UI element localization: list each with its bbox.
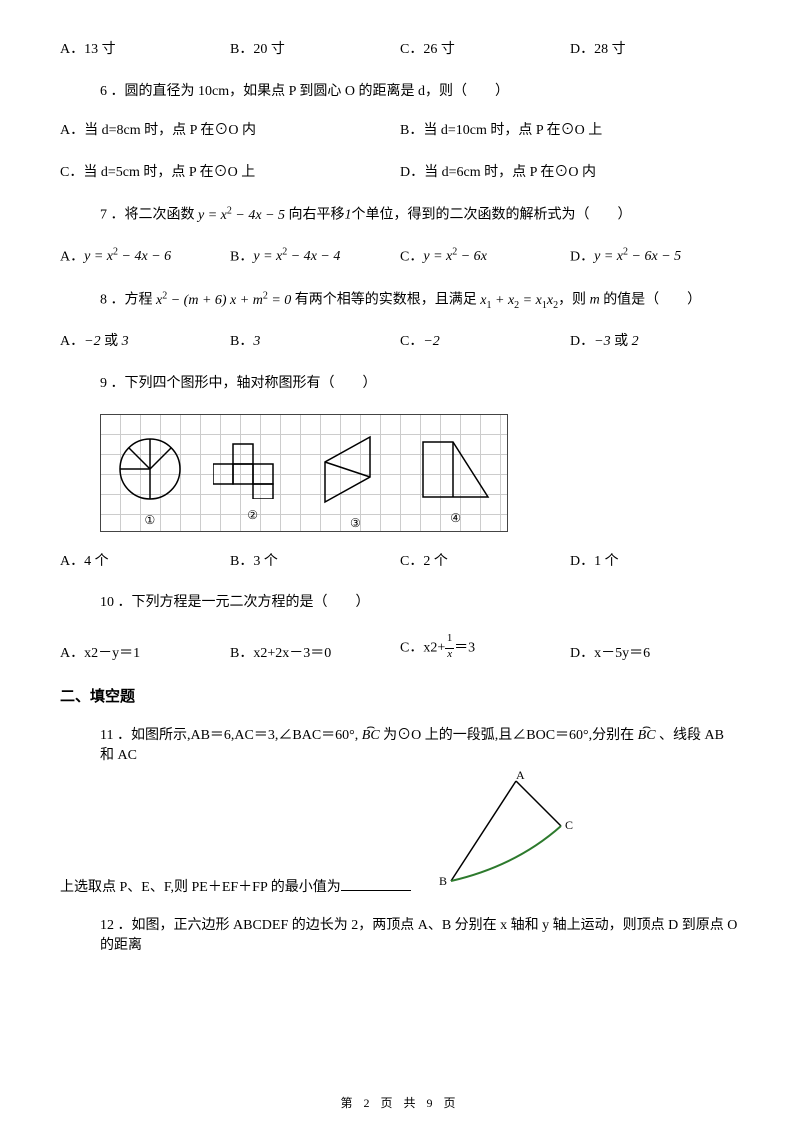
q11-figure: A B C	[431, 771, 581, 898]
q11-line1: 11 ．如图所示,AB＝6,AC＝3,∠BAC＝60°, BC 为⊙O 上的一段…	[60, 726, 740, 765]
q10-c-post: ＝3	[454, 640, 475, 655]
q7-pre: 7 ．将二次函数	[100, 208, 195, 223]
q9-shape-1: ①	[115, 434, 185, 511]
q5-opt-a: A．13 寸	[60, 40, 230, 60]
q8-post2: 的值是（ ）	[600, 293, 702, 308]
q9-opt-d: D．1 个	[570, 552, 740, 572]
q9-shape-4: ④	[418, 437, 493, 509]
q5-options: A．13 寸 B．20 寸 C．26 寸 D．28 寸	[60, 40, 740, 60]
q8-opt-b: B．3	[230, 332, 400, 352]
q7-opt-b: B．y = x2 − 4x − 4	[230, 246, 400, 267]
q7-mid: 向右平移	[289, 208, 345, 223]
q5-opt-d: D．28 寸	[570, 40, 740, 60]
q10-options: A．x2－y＝1 B．x2+2x－3＝0 C．x2+1x＝3 D．x－5y＝6	[60, 633, 740, 664]
q7-text: 7 ．将二次函数 y = x2 − 4x − 5 向右平移1个单位，得到的二次函…	[60, 204, 740, 225]
q6-options-2: C．当 d=5cm 时，点 P 在⊙O 上 D．当 d=6cm 时，点 P 在⊙…	[60, 163, 740, 183]
q8-mvar: m	[590, 293, 600, 308]
q12-text: 12 ．如图，正六边形 ABCDEF 的边长为 2，两顶点 A、B 分别在 x …	[60, 916, 740, 955]
q8-pre: 8 ．方程	[100, 293, 153, 308]
q9-shape-2: ②	[213, 439, 293, 506]
q7-options: A．y = x2 − 4x − 6 B．y = x2 − 4x − 4 C．y …	[60, 246, 740, 267]
q11-line2-row: 上选取点 P、E、F,则 PE＋EF＋FP 的最小值为 A B C	[60, 771, 740, 898]
q9-figure: ① ② ③ ④	[100, 414, 508, 532]
q9-opt-b: B．3 个	[230, 552, 400, 572]
q8-opt-a: A．−2 或 3	[60, 332, 230, 352]
q8-expr: x2 − (m + 6) x + m2 = 0	[156, 293, 295, 308]
section-2-title: 二、填空题	[60, 687, 740, 708]
q11-arc2: BC	[638, 728, 656, 743]
q7-opt-d: D．y = x2 − 6x − 5	[570, 246, 740, 267]
q8-text: 8 ．方程 x2 − (m + 6) x + m2 = 0 有两个相等的实数根，…	[60, 289, 740, 312]
q9-label-3: ③	[350, 515, 361, 532]
q6-opt-d: D．当 d=6cm 时，点 P 在⊙O 内	[400, 163, 740, 183]
q8-cond: x1 + x2 = x1x2	[480, 293, 558, 308]
q10-opt-c: C．x2+1x＝3	[400, 633, 570, 664]
q9-options: A．4 个 B．3 个 C．2 个 D．1 个	[60, 552, 740, 572]
q11-label-A: A	[516, 771, 525, 782]
q8-opt-c: C．−2	[400, 332, 570, 352]
q6-opt-b: B．当 d=10cm 时，点 P 在⊙O 上	[400, 121, 740, 141]
q7-expr: y = x2 − 4x − 5	[198, 208, 289, 223]
q9-opt-c: C．2 个	[400, 552, 570, 572]
q6-options-1: A．当 d=8cm 时，点 P 在⊙O 内 B．当 d=10cm 时，点 P 在…	[60, 121, 740, 141]
q6-text: 6 ．圆的直径为 10cm，如果点 P 到圆心 O 的距离是 d，则（ ）	[60, 82, 740, 102]
q8-opt-d: D．−3 或 2	[570, 332, 740, 352]
q10-opt-a: A．x2－y＝1	[60, 644, 230, 664]
q7-post: 个单位，得到的二次函数的解析式为（ ）	[352, 208, 632, 223]
q9-label-1: ①	[144, 512, 155, 529]
q9-opt-a: A．4 个	[60, 552, 230, 572]
q11-line2-text: 上选取点 P、E、F,则 PE＋EF＋FP 的最小值为	[60, 880, 341, 895]
page-footer: 第 2 页 共 9 页	[0, 1095, 800, 1112]
q8-options: A．−2 或 3 B．3 C．−2 D．−3 或 2	[60, 332, 740, 352]
q6-opt-c: C．当 d=5cm 时，点 P 在⊙O 上	[60, 163, 400, 183]
q9-label-4: ④	[450, 510, 461, 527]
q8-mid: 有两个相等的实数根，且满足	[295, 293, 477, 308]
q10-text: 10 ．下列方程是一元二次方程的是（ ）	[60, 593, 740, 613]
q11-mid: 为⊙O 上的一段弧,且∠BOC＝60°,分别在	[383, 728, 634, 743]
q11-label-B: B	[439, 874, 447, 888]
q9-text: 9 ．下列四个图形中，轴对称图形有（ ）	[60, 374, 740, 394]
q11-arc1: BC	[362, 728, 380, 743]
q7-opt-a: A．y = x2 − 4x − 6	[60, 246, 230, 267]
q11-label-C: C	[565, 818, 573, 832]
q11-line2: 上选取点 P、E、F,则 PE＋EF＋FP 的最小值为	[60, 787, 411, 898]
q9-label-2: ②	[247, 507, 258, 524]
q10-opt-d: D．x－5y＝6	[570, 644, 740, 664]
q9-shape-3: ③	[320, 432, 390, 514]
q7-opt-c: C．y = x2 − 6x	[400, 246, 570, 267]
q5-opt-c: C．26 寸	[400, 40, 570, 60]
q11-blank	[341, 877, 411, 891]
q10-opt-b: B．x2+2x－3＝0	[230, 644, 400, 664]
q5-opt-b: B．20 寸	[230, 40, 400, 60]
q6-opt-a: A．当 d=8cm 时，点 P 在⊙O 内	[60, 121, 400, 141]
q8-post: ，则	[558, 293, 586, 308]
q7-one: 1	[345, 208, 352, 223]
q11-pre: 11 ．如图所示,AB＝6,AC＝3,∠BAC＝60°,	[100, 728, 358, 743]
q10-c-pre: C．x2+	[400, 640, 445, 655]
